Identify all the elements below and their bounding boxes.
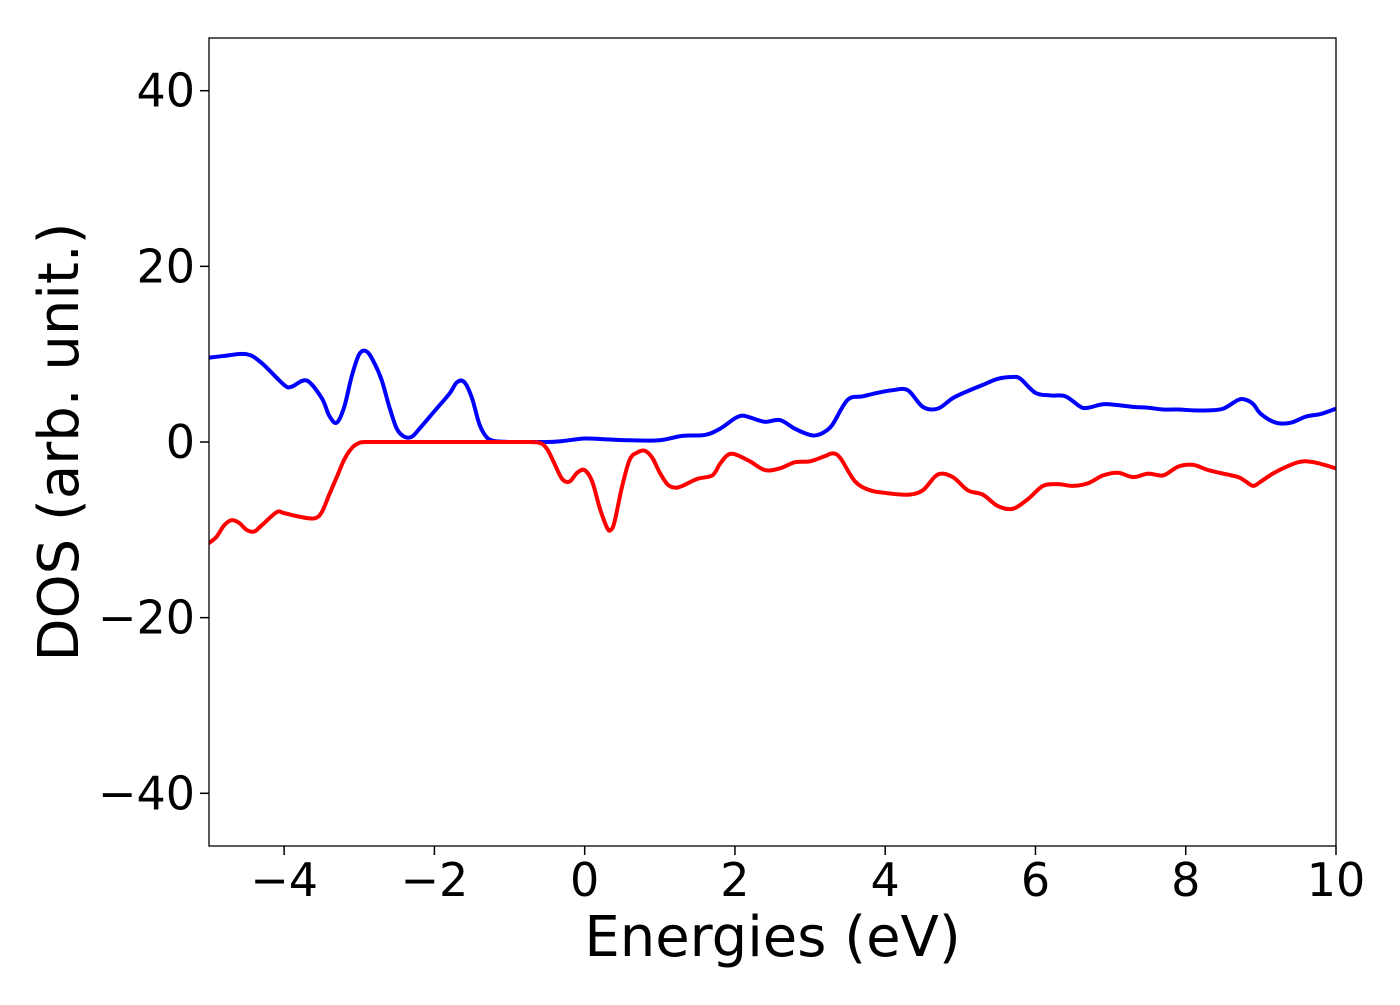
y-axis-ticks: −40 −20 0 20 40 xyxy=(98,64,209,820)
series-layer xyxy=(209,348,1336,545)
y-tick-label: 20 xyxy=(136,239,195,293)
x-tick-label: −4 xyxy=(250,853,318,907)
x-tick-label: 8 xyxy=(1171,853,1200,907)
y-tick-label: 0 xyxy=(166,415,195,469)
x-tick-label: 2 xyxy=(720,853,749,907)
y-tick-label: −40 xyxy=(98,766,195,820)
x-tick-label: 4 xyxy=(871,853,900,907)
y-tick-label: −20 xyxy=(98,591,195,645)
x-tick-label: 6 xyxy=(1021,853,1050,907)
y-tick-label: 40 xyxy=(136,64,195,118)
series-line-1 xyxy=(209,348,1336,445)
y-axis-title: DOS (arb. unit.) xyxy=(27,222,92,661)
x-axis-ticks: −4 −2 0 2 4 6 8 10 xyxy=(250,846,1365,907)
x-tick-label: −2 xyxy=(400,853,468,907)
x-axis-title: Energies (eV) xyxy=(584,905,960,970)
x-tick-label: 10 xyxy=(1307,853,1366,907)
x-tick-label: 0 xyxy=(570,853,599,907)
series-line-2 xyxy=(209,439,1336,545)
